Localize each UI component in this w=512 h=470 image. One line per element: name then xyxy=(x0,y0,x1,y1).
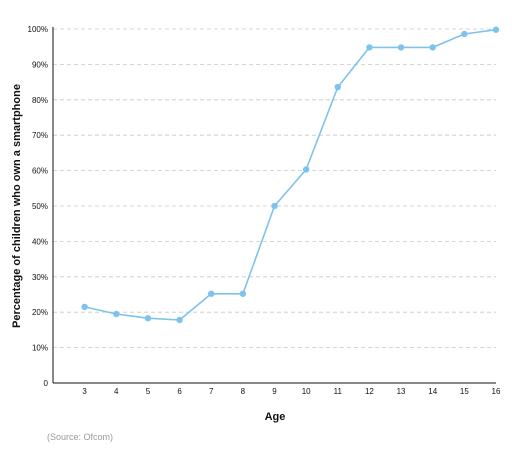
y-tick-label: 60% xyxy=(32,167,48,176)
y-axis-ticks: 0 10% 20% 30% 40% 50% 60% 70% 80% 90% 100% xyxy=(28,25,49,388)
data-point xyxy=(208,290,215,297)
x-tick-label: 3 xyxy=(82,387,87,396)
x-tick-label: 16 xyxy=(492,387,501,396)
x-tick-label: 6 xyxy=(177,387,182,396)
y-tick-label: 20% xyxy=(32,308,48,317)
data-point xyxy=(334,83,341,91)
data-point xyxy=(492,26,500,33)
data-point xyxy=(271,202,278,210)
x-tick-label: 4 xyxy=(114,387,119,396)
y-tick-label: 90% xyxy=(32,60,48,69)
x-tick-label: 11 xyxy=(334,387,343,396)
data-point xyxy=(144,315,152,322)
data-point xyxy=(176,316,183,324)
x-tick-label: 8 xyxy=(241,387,246,396)
y-tick-label: 100% xyxy=(28,25,48,34)
x-tick-label: 10 xyxy=(302,387,311,396)
data-point xyxy=(461,30,468,38)
y-tick-label: 10% xyxy=(32,344,48,353)
series-line xyxy=(84,28,497,321)
y-tick-label: 40% xyxy=(32,237,48,246)
data-point xyxy=(429,44,436,51)
data-point xyxy=(366,44,373,51)
x-tick-label: 7 xyxy=(209,387,214,396)
x-axis-title: Age xyxy=(265,411,286,423)
x-tick-label: 5 xyxy=(146,387,151,396)
y-tick-label: 30% xyxy=(32,273,48,282)
data-point xyxy=(239,290,247,297)
x-tick-label: 14 xyxy=(428,387,437,396)
gridlines xyxy=(53,28,496,349)
y-tick-label: 50% xyxy=(32,202,48,211)
data-point xyxy=(397,44,405,51)
data-point xyxy=(81,303,88,311)
x-tick-label: 15 xyxy=(460,387,469,396)
y-tick-label: 0 xyxy=(44,379,49,388)
x-tick-label: 12 xyxy=(365,387,374,396)
x-tick-label: 9 xyxy=(272,387,277,396)
x-axis-ticks: 3 4 5 6 7 8 9 10 11 12 13 14 15 16 xyxy=(82,387,501,396)
data-point xyxy=(302,166,310,173)
source-note: (Source: Ofcom) xyxy=(47,432,113,442)
y-axis-title: Percentage of children who own a smartph… xyxy=(11,84,23,328)
axes xyxy=(52,27,496,384)
x-tick-label: 13 xyxy=(397,387,406,396)
data-point xyxy=(113,310,120,318)
series-group xyxy=(81,26,500,324)
y-tick-label: 70% xyxy=(32,131,48,140)
y-tick-label: 80% xyxy=(32,96,48,105)
